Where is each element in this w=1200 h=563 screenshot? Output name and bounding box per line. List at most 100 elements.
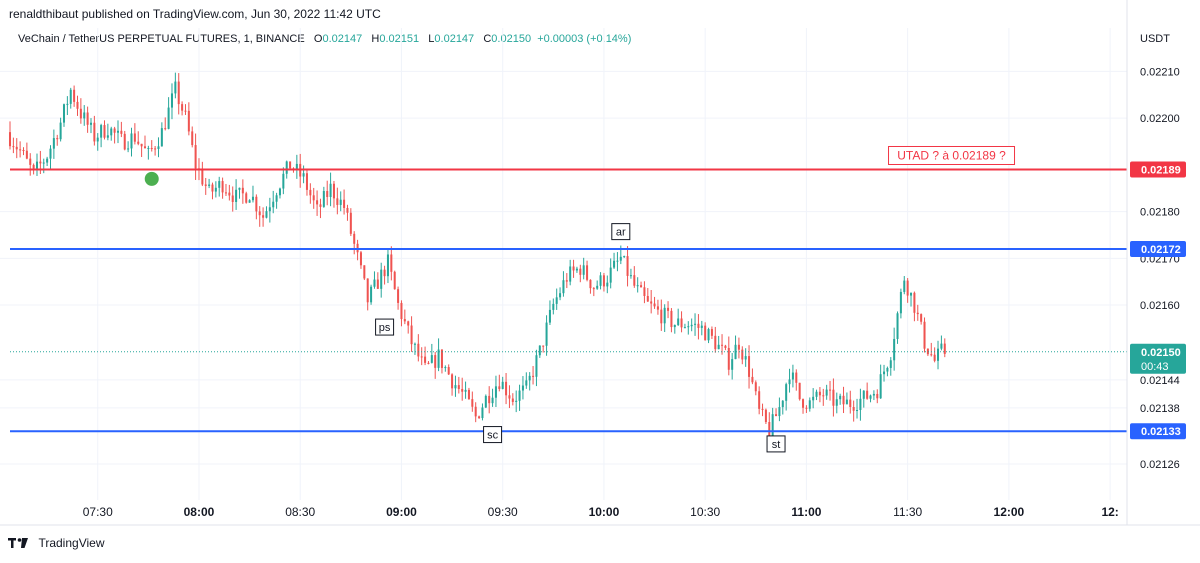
candle-body (596, 285, 599, 289)
candle-body (751, 376, 754, 383)
wyckoff-label-ar: ar (616, 227, 626, 239)
candle-body (687, 326, 690, 328)
candle-body (15, 146, 18, 150)
candle-body (653, 303, 656, 307)
candle-body (491, 397, 494, 404)
y-tick-label: 0.02126 (1140, 459, 1180, 471)
candle-body (920, 314, 923, 322)
candle-body (565, 280, 568, 282)
candle-body (700, 325, 703, 328)
candle-body (39, 161, 42, 164)
y-tick-label: 0.02144 (1140, 375, 1180, 387)
candle-body (889, 360, 892, 368)
candle-body (906, 280, 909, 296)
candle-body (157, 146, 160, 149)
candle-body (218, 181, 221, 188)
y-tick-label: 0.02180 (1140, 207, 1180, 219)
candle-body (748, 356, 751, 377)
candle-body (646, 295, 649, 302)
candle-body (707, 329, 710, 341)
candle-body (8, 132, 12, 147)
candle-body (781, 400, 784, 408)
wyckoff-label-box-sc[interactable] (483, 426, 503, 444)
candle-body (872, 393, 875, 396)
candle-body (309, 189, 312, 196)
footer: TradingView (8, 534, 105, 552)
candle-body (663, 307, 666, 324)
candle-body (896, 313, 899, 339)
x-tick-label: 12: (1101, 505, 1118, 519)
candle-body (110, 128, 113, 136)
candle-body (275, 195, 278, 202)
candle-body (812, 396, 815, 401)
candle-body (457, 385, 460, 389)
candle-body (316, 200, 319, 205)
candle-body (754, 382, 757, 392)
candle-body (137, 141, 140, 144)
wyckoff-label-box-ar[interactable] (611, 223, 631, 241)
candle-body (380, 269, 383, 289)
candle-body (62, 104, 66, 123)
open-label: O (313, 33, 323, 45)
symbol-name[interactable]: VeChain / TetherUS PERPETUAL FUTURES, 1,… (18, 33, 305, 45)
candle-body (528, 375, 531, 381)
candle-body (484, 395, 487, 408)
candle-body (862, 390, 865, 399)
utad-callout-text: UTAD ? à 0.02189 ? (897, 148, 1006, 162)
candle-body (366, 278, 369, 303)
candle-body (238, 187, 241, 190)
candle-body (289, 161, 292, 169)
candle-body (430, 355, 433, 363)
candle-body (768, 422, 771, 438)
candle-body (592, 288, 595, 290)
utad-callout-box[interactable] (888, 145, 1016, 165)
candle-body (883, 371, 886, 375)
candle-body (677, 318, 680, 326)
candle-body (464, 389, 467, 392)
candle-body (808, 400, 811, 409)
candle-body (123, 133, 126, 150)
candle-body (795, 372, 798, 383)
close-value: 0.02150 (491, 33, 532, 45)
candle-body (555, 297, 558, 304)
candle-body (393, 271, 396, 290)
candle-body (775, 414, 778, 417)
candle-body (650, 301, 653, 304)
candle-body (559, 293, 562, 298)
candle-body (579, 268, 582, 275)
price-tag-label: 0.02189 (1141, 165, 1181, 177)
candle-body (86, 112, 89, 125)
candle-body (46, 158, 49, 163)
candle-body (373, 279, 376, 287)
candle-body (825, 389, 828, 396)
candle-body (586, 265, 589, 280)
candle-body (815, 391, 818, 397)
candle-body (451, 374, 454, 389)
wyckoff-label-ps: ps (379, 322, 391, 334)
candle-body (842, 395, 845, 405)
candle-body (52, 138, 55, 149)
candle-body (471, 399, 474, 407)
candle-body (268, 207, 271, 212)
last-price-tag (1130, 343, 1186, 374)
candle-body (667, 307, 670, 311)
candle-body (417, 343, 420, 357)
wyckoff-label-box-st[interactable] (766, 435, 786, 453)
candle-body (673, 325, 676, 328)
candle-body (278, 188, 281, 196)
candle-body (778, 407, 781, 417)
candle-body (177, 81, 180, 105)
candle-body (741, 349, 744, 360)
candle-body (633, 275, 636, 286)
candle-body (494, 386, 497, 398)
candle-body (130, 133, 133, 149)
candle-body (245, 193, 248, 203)
candle-body (410, 325, 413, 345)
candle-body (305, 173, 308, 190)
candle-body (444, 367, 447, 369)
x-tick-label: 09:30 (488, 505, 518, 519)
candle-body (788, 379, 791, 385)
wyckoff-label-box-ps[interactable] (375, 318, 395, 336)
